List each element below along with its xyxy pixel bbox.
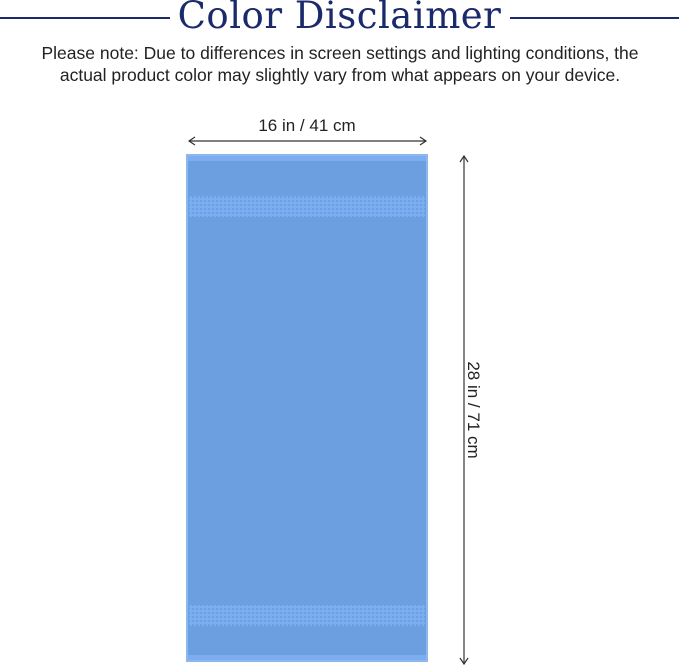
title-rule-right <box>510 17 679 19</box>
towel <box>186 154 428 662</box>
width-label: 16 in / 41 cm <box>258 116 356 135</box>
title-rule-left <box>0 17 170 19</box>
towel-bottom-band <box>189 605 425 626</box>
disclaimer-text: Please note: Due to differences in scree… <box>41 43 639 85</box>
height-arrow <box>459 154 469 666</box>
towel-top-band <box>189 196 425 217</box>
page-title: Color Disclaimer <box>177 0 502 37</box>
width-arrow <box>187 136 428 146</box>
